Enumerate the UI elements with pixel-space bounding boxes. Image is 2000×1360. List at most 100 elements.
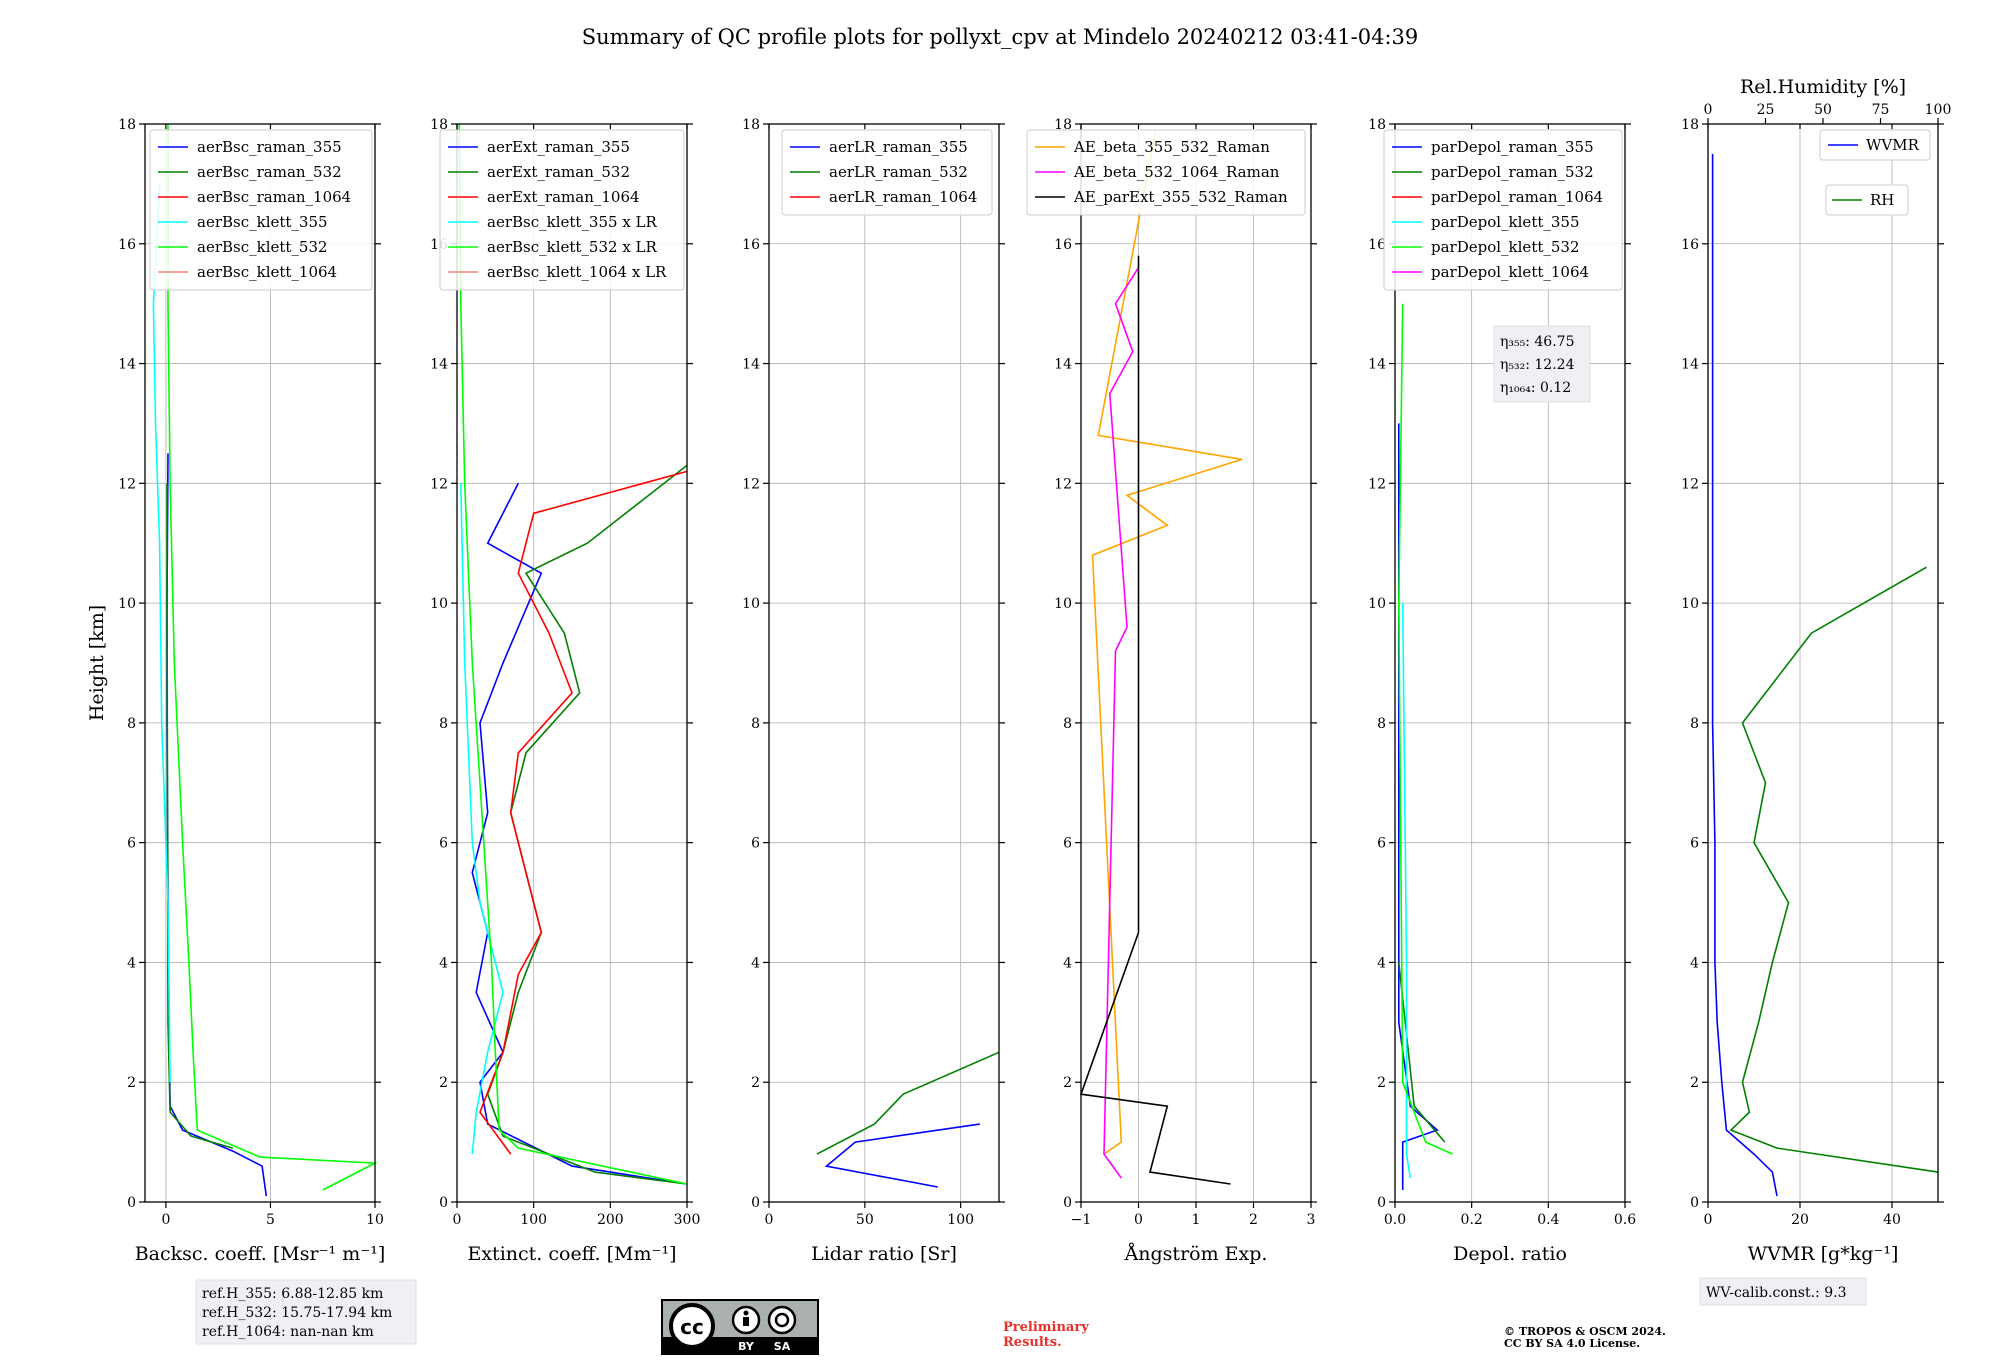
x-tick-label: 0.0 xyxy=(1384,1212,1406,1228)
series-line-AE-beta-532-1064-Raman xyxy=(1103,267,1140,1179)
panel-lr: 0 50 100 0 2 4 6 8 10 12 14 16 18 Lidar ratio [Sr] aer… xyxy=(742,117,1005,1265)
y-tick-label: 10 xyxy=(430,596,448,612)
ref-heights-box-bg xyxy=(195,1279,417,1345)
legend-label: aerBsc_klett_355 xyxy=(197,213,328,231)
y-tick-label: 14 xyxy=(430,357,448,373)
x-tick-label: −1 xyxy=(1071,1212,1092,1228)
x-tick-label: 0 xyxy=(161,1212,170,1228)
y-tick-label: 10 xyxy=(118,596,136,612)
x-tick-label: 0 xyxy=(453,1212,462,1228)
legend-label: aerBsc_klett_355 x LR xyxy=(487,213,658,231)
cc-logo-icon xyxy=(669,1303,715,1349)
legend-label: aerBsc_raman_532 xyxy=(197,163,342,181)
x-tick-label: 3 xyxy=(1307,1212,1316,1228)
sa-share-icon xyxy=(767,1305,797,1335)
legend-box-depol xyxy=(1383,129,1623,291)
ref-height-1064: ref.H_1064: nan-nan km xyxy=(202,1324,374,1340)
y-tick-label: 16 xyxy=(118,237,136,253)
series-line-parDepol-klett-355 xyxy=(1401,603,1412,1179)
y-tick-label: 8 xyxy=(127,716,136,732)
x-tick-label: 40 xyxy=(1883,1212,1901,1228)
series-line-aerExt-raman-1064 xyxy=(479,470,688,1155)
series-line-parDepol-klett-532 xyxy=(1398,303,1453,1155)
ref-height-355: ref.H_355: 6.88-12.85 km xyxy=(202,1286,383,1302)
legend-box-bsc xyxy=(149,129,373,291)
legend-box-wvmr xyxy=(1819,129,1931,161)
ref-height-532: ref.H_532: 15.75-17.94 km xyxy=(202,1305,392,1321)
y-tick-label: 14 xyxy=(1054,357,1072,373)
series-line-parDepol-raman-355 xyxy=(1398,423,1439,1190)
legend-label: AE_beta_532_1064_Raman xyxy=(1073,163,1280,181)
copyright-line-2: CC BY SA 4.0 License. xyxy=(1504,1337,1640,1350)
eta-355-label: η₃₅₅: 46.75 xyxy=(1500,334,1574,350)
legend-label: parDepol_klett_532 xyxy=(1431,238,1580,256)
y-tick-label: 18 xyxy=(1368,117,1386,133)
y-tick-label: 4 xyxy=(439,955,448,971)
y-tick-label: 8 xyxy=(1063,716,1072,732)
legend-label: aerExt_raman_1064 xyxy=(487,188,640,206)
x-tick-label: 100 xyxy=(520,1212,547,1228)
legend-label: aerLR_raman_532 xyxy=(829,163,968,181)
y-tick-label: 12 xyxy=(1681,476,1699,492)
x-tick-label: 0 xyxy=(765,1212,774,1228)
top-x-tick-label: 25 xyxy=(1757,102,1775,118)
legend-label: AE_beta_355_532_Raman xyxy=(1073,138,1270,156)
cc-sa-label: SA xyxy=(774,1340,791,1353)
y-tick-label: 16 xyxy=(1054,237,1072,253)
y-tick-label: 14 xyxy=(1368,357,1386,373)
y-tick-label: 2 xyxy=(1063,1075,1072,1091)
top-x-tick-label: 75 xyxy=(1872,102,1890,118)
ref-heights-box: ref.H_355: 6.88-12.85 km ref.H_532: 15.7… xyxy=(195,1279,417,1345)
y-tick-label: 4 xyxy=(1063,955,1072,971)
y-tick-label: 0 xyxy=(127,1195,136,1211)
x-tick-label: 1 xyxy=(1192,1212,1201,1228)
calib-box xyxy=(1699,1277,1867,1306)
y-tick-label: 14 xyxy=(742,357,760,373)
series-line-AE-parExt-355-532-Raman xyxy=(1079,255,1231,1185)
top-x-tick-label: 50 xyxy=(1814,102,1832,118)
cc-license-badge: cc BY SA xyxy=(661,1299,819,1355)
series-line-AE-beta-355-532-Raman xyxy=(1091,129,1243,1155)
y-tick-label: 6 xyxy=(751,836,760,852)
y-tick-label: 2 xyxy=(1377,1075,1386,1091)
series-line-aerBsc-klett-532 xyxy=(167,124,379,1191)
y-tick-label: 10 xyxy=(1681,596,1699,612)
y-tick-label: 6 xyxy=(127,836,136,852)
x-axis-label: Ångström Exp. xyxy=(1124,1243,1268,1265)
copyright-line-1: © TROPOS & OSCM 2024. xyxy=(1504,1325,1666,1338)
series-line-WVMR xyxy=(1711,153,1778,1197)
legend-label: WVMR xyxy=(1866,136,1920,154)
x-tick-label: 50 xyxy=(856,1212,874,1228)
legend-label: parDepol_raman_1064 xyxy=(1431,188,1603,206)
series-line-aerBsc-klett-355-x-LR xyxy=(460,483,504,1155)
y-tick-label: 16 xyxy=(1681,237,1699,253)
x-axis-label: WVMR [g*kg⁻¹] xyxy=(1748,1243,1899,1265)
x-tick-label: 0 xyxy=(1134,1212,1143,1228)
y-tick-label: 6 xyxy=(1690,836,1699,852)
legend-label: aerExt_raman_355 xyxy=(487,138,630,156)
legend-box-lr xyxy=(781,129,993,216)
cc-by-label: BY xyxy=(738,1340,755,1353)
legend-label: aerBsc_raman_355 xyxy=(197,138,342,156)
by-person-head xyxy=(743,1310,749,1316)
x-tick-label: 20 xyxy=(1791,1212,1809,1228)
y-tick-label: 12 xyxy=(118,476,136,492)
axes-frame-wv xyxy=(1707,123,1939,1203)
y-tick-label: 0 xyxy=(439,1195,448,1211)
top-x-tick-label: 100 xyxy=(1925,102,1952,118)
axes-frame-bsc xyxy=(144,123,376,1203)
series-line-aerLR-raman-532 xyxy=(816,1051,1000,1155)
y-tick-label: 18 xyxy=(430,117,448,133)
legend-label: RH xyxy=(1870,191,1894,209)
x-tick-label: 0.4 xyxy=(1537,1212,1559,1228)
figure-title: Summary of QC profile plots for pollyxt_… xyxy=(582,25,1419,49)
y-tick-label: 16 xyxy=(742,237,760,253)
legend-label: aerExt_raman_532 xyxy=(487,163,630,181)
x-tick-label: 10 xyxy=(366,1212,384,1228)
y-tick-label: 18 xyxy=(742,117,760,133)
panel-wv: 0 20 40 0 2 4 6 8 10 12 14 16 18 WVMR [g*kg⁻¹] 0 25 50 75… xyxy=(1681,76,1952,1306)
x-axis-label: Extinct. coeff. [Mm⁻¹] xyxy=(467,1243,676,1265)
